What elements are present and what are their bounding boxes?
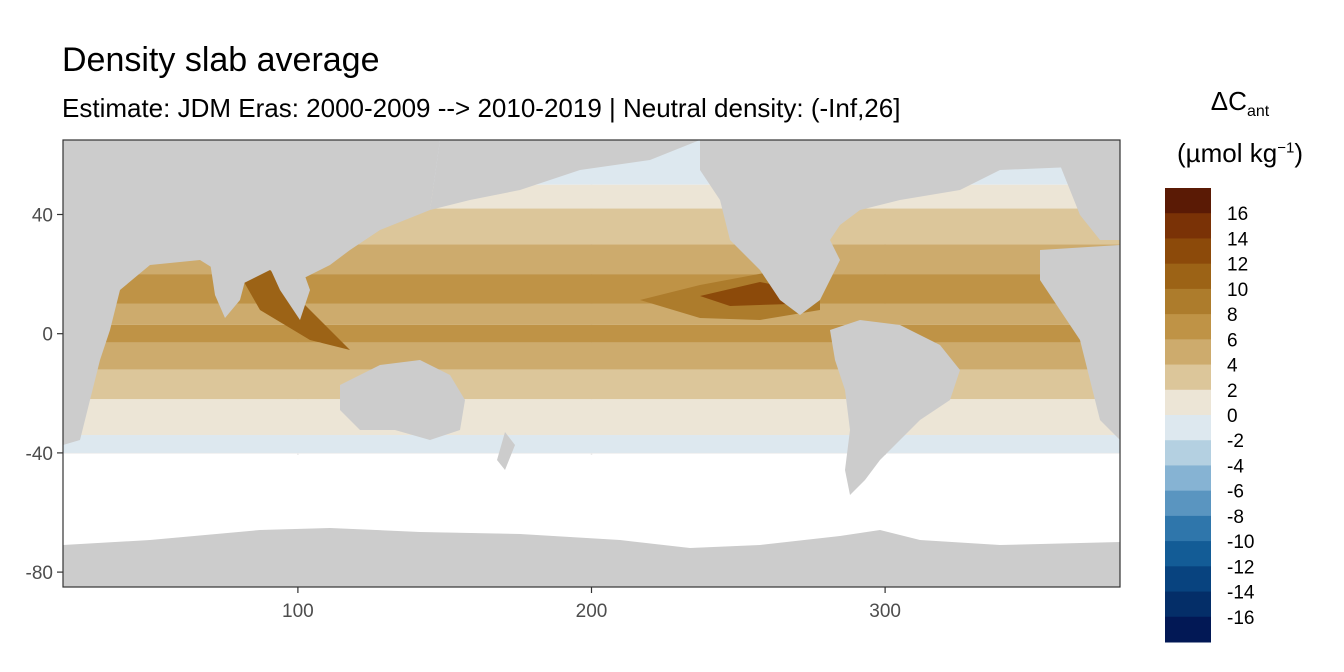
legend-colorbar: 16 14 12 10 8 6 4 2 0 -2 -4 -6 -8 -10 -12 -14 -16 [1165,188,1255,643]
legend-label: -8 [1227,507,1244,528]
legend-swatch [1165,188,1211,214]
india-landmass [210,262,250,318]
legend-swatch [1165,263,1211,290]
legend-label: 2 [1227,381,1238,402]
eurasia-east-landmass [430,140,700,210]
legend-label: -16 [1227,608,1254,629]
legend-swatch [1165,238,1211,265]
legend-label: 8 [1227,305,1238,326]
legend-swatch [1165,213,1211,239]
new-zealand-landmass [497,432,515,470]
y-tick-label: -40 [26,444,53,465]
south-america-landmass [830,320,960,495]
legend-unit: (µmol kg−1) [1160,138,1320,169]
ocean-band [63,324,1120,343]
legend-unit-suffix: ) [1294,138,1303,168]
x-tick-label: 300 [869,601,901,622]
africa-landmass [63,140,440,445]
legend-label: -4 [1227,456,1244,477]
legend-swatch [1165,314,1211,340]
ocean-band [63,369,1120,400]
legend-label: -14 [1227,583,1255,604]
legend-label: -2 [1227,431,1244,452]
africa-east-landmass [1040,245,1120,440]
legend-label: 10 [1227,280,1248,301]
legend-unit-sup: −1 [1277,139,1295,157]
legend-swatch [1165,566,1211,593]
legend-title: ΔCant [1160,86,1320,121]
legend-swatch [1165,339,1211,366]
x-tick-label: 100 [282,601,314,622]
legend-swatch [1165,616,1211,643]
legend-swatch [1165,415,1211,441]
legend-swatch [1165,591,1211,618]
legend-label: 12 [1227,255,1248,276]
legend-label: 6 [1227,330,1238,351]
legend-swatch [1165,440,1211,466]
europe-landmass [1060,160,1120,240]
y-tick-label: -80 [26,563,53,584]
legend-label: -12 [1227,557,1254,578]
legend-swatch [1165,490,1211,517]
y-tick-label: 0 [42,325,53,346]
legend-label: 14 [1227,229,1249,250]
legend-swatch [1165,288,1211,315]
legend-swatch [1165,364,1211,391]
legend-symbol: ΔC [1210,86,1247,116]
ocean-band [63,435,1120,453]
legend-unit-prefix: (µmol kg [1177,138,1278,168]
map-content [63,140,1120,587]
legend-label: 4 [1227,356,1238,377]
legend-swatch [1165,541,1211,567]
y-tick-label: 40 [32,206,53,227]
southern-ocean-nodata [63,455,1120,545]
ocean-band [63,342,1120,370]
continents [63,140,1120,495]
ocean-band [63,303,1120,325]
legend-label: 16 [1227,204,1248,225]
legend-swatch [1165,465,1211,492]
chart-title: Density slab average [62,41,380,79]
antarctica-landmass [63,528,1120,587]
legend-symbol-sub: ant [1246,103,1270,121]
australia-landmass [340,360,465,440]
legend-swatch [1165,389,1211,416]
legend-swatch [1165,515,1211,542]
x-tick-label: 200 [576,601,608,622]
chart-subtitle: Estimate: JDM Eras: 2000-2009 --> 2010-2… [62,93,901,123]
indochina-landmass [270,262,310,320]
north-america-landmass [700,140,1120,315]
legend-label: 0 [1227,406,1238,427]
legend-label: -6 [1227,482,1244,503]
legend-label: -10 [1227,532,1254,553]
ocean-band [63,399,1120,436]
